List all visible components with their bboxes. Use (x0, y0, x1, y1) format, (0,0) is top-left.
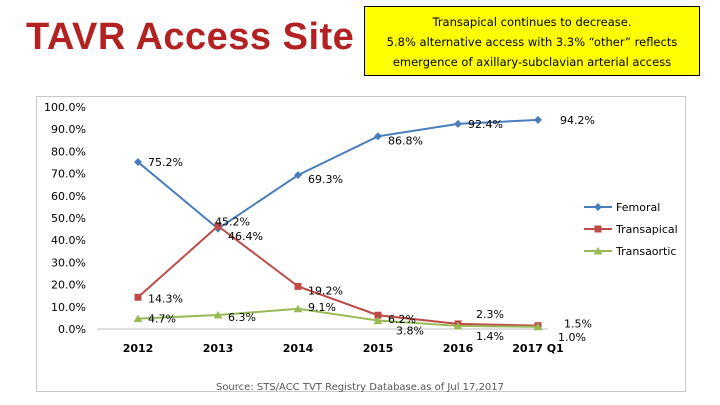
x-tick-label: 2012 (123, 342, 154, 355)
callout-line-3: emergence of axillary-subclavian arteria… (392, 55, 672, 69)
data-point-femoral (294, 171, 302, 180)
x-tick-label: 2013 (203, 342, 234, 355)
series-line-femoral (137, 118, 539, 230)
data-point-femoral (374, 132, 382, 141)
y-tick-label: 70.0% (51, 168, 86, 181)
data-label: 19.2% (308, 284, 343, 297)
y-tick-label: 0.0% (58, 323, 86, 336)
x-tick-label: 2016 (443, 342, 474, 355)
data-label: 2.3% (476, 308, 504, 321)
y-tick-label: 90.0% (51, 123, 86, 136)
legend-marker-transapical (594, 225, 602, 233)
y-tick-label: 50.0% (51, 212, 86, 225)
data-label: 86.8% (388, 134, 423, 147)
y-tick-label: 20.0% (51, 279, 86, 292)
data-label: 1.5% (564, 318, 592, 331)
data-label: 45.2% (215, 216, 250, 229)
legend-marker-transaortic (593, 247, 603, 255)
data-label: 1.0% (558, 331, 586, 344)
y-tick-label: 10.0% (51, 301, 86, 314)
y-tick-label: 40.0% (51, 234, 86, 247)
legend-label: Femoral (616, 201, 660, 214)
data-point-transaortic (293, 304, 303, 313)
x-tick-label: 2017 Q1 (512, 342, 563, 355)
data-label: 6.2% (388, 313, 416, 326)
data-label: 9.1% (308, 301, 336, 314)
data-label: 92.4% (468, 118, 503, 131)
data-point-transaortic (453, 321, 463, 330)
data-point-transaortic (133, 314, 143, 323)
y-tick-label: 100.0% (44, 101, 86, 114)
x-tick-label: 2015 (363, 342, 394, 355)
data-label: 4.7% (148, 313, 176, 326)
data-point-transapical (294, 282, 302, 290)
data-label: 6.3% (228, 311, 256, 324)
data-point-transaortic (373, 316, 383, 325)
callout-line-1: Transapical continues to decrease. (432, 15, 632, 29)
x-tick-label: 2014 (283, 342, 314, 355)
y-tick-label: 60.0% (51, 190, 86, 203)
legend-marker-femoral (594, 203, 602, 211)
data-label: 75.2% (148, 156, 183, 169)
data-label: 3.8% (396, 325, 424, 338)
y-tick-label: 80.0% (51, 145, 86, 158)
data-label: 94.2% (560, 114, 595, 127)
data-label: 69.3% (308, 173, 343, 186)
data-point-femoral (134, 158, 142, 167)
data-point-femoral (534, 115, 542, 124)
data-point-transapical (134, 293, 142, 301)
data-label: 14.3% (148, 292, 183, 305)
data-label: 1.4% (476, 330, 504, 343)
callout-box: Transapical continues to decrease. 5.8% … (364, 6, 700, 76)
slide-title: TAVR Access Site (26, 16, 355, 58)
data-point-transaortic (213, 311, 223, 319)
data-point-transapical (214, 222, 222, 230)
series-line-transaortic (137, 307, 539, 328)
data-point-transaortic (533, 322, 543, 331)
series-line-transapical (137, 224, 539, 327)
y-tick-label: 30.0% (51, 256, 86, 269)
source-note: Source: STS/ACC TVT Registry Database.as… (215, 382, 505, 393)
callout-line-2: 5.8% alternative access with 3.3% “other… (386, 35, 678, 49)
data-point-femoral (454, 119, 462, 128)
legend-label: Transaortic (615, 245, 676, 258)
data-label: 46.4% (228, 230, 263, 243)
legend-label: Transapical (615, 223, 678, 236)
data-point-transapical (374, 311, 382, 319)
